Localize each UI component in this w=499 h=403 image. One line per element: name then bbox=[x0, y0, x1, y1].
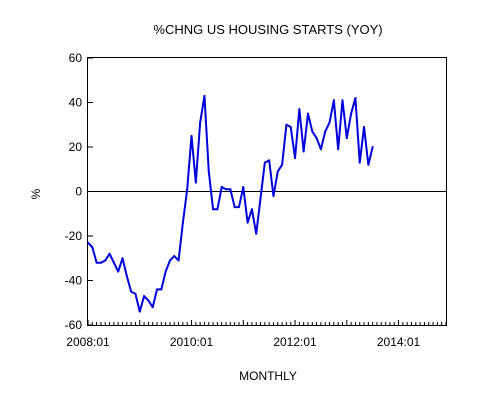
data-point bbox=[285, 123, 288, 126]
data-point bbox=[220, 186, 223, 189]
x-tick-label: 2014:01 bbox=[377, 335, 421, 349]
data-point bbox=[367, 163, 370, 166]
data-point bbox=[354, 97, 357, 100]
data-point bbox=[207, 170, 210, 173]
data-point bbox=[246, 221, 249, 224]
data-point bbox=[272, 194, 275, 197]
data-point bbox=[91, 246, 94, 249]
y-tick-label: -20 bbox=[65, 229, 83, 243]
data-point bbox=[138, 310, 141, 313]
data-point bbox=[151, 306, 154, 309]
data-point bbox=[311, 130, 314, 133]
data-point bbox=[358, 161, 361, 164]
data-point bbox=[147, 299, 150, 302]
data-point bbox=[294, 157, 297, 160]
data-point bbox=[332, 99, 335, 102]
data-point bbox=[181, 221, 184, 224]
y-tick-label: -40 bbox=[65, 274, 83, 288]
data-point bbox=[259, 197, 262, 200]
data-point bbox=[87, 241, 89, 244]
data-point bbox=[203, 94, 206, 97]
plot-frame bbox=[87, 57, 447, 326]
data-point bbox=[160, 288, 163, 291]
data-point bbox=[250, 208, 253, 211]
data-point bbox=[233, 206, 236, 209]
data-point bbox=[112, 261, 115, 264]
data-point bbox=[324, 130, 327, 133]
data-point bbox=[194, 181, 197, 184]
data-point bbox=[319, 148, 322, 151]
data-point bbox=[134, 292, 137, 295]
data-point bbox=[99, 261, 102, 264]
data-point bbox=[341, 99, 344, 102]
data-point bbox=[121, 257, 124, 260]
data-point bbox=[263, 161, 266, 164]
data-point bbox=[212, 208, 215, 211]
data-point bbox=[168, 259, 171, 262]
data-point bbox=[216, 208, 219, 211]
data-point bbox=[104, 259, 107, 262]
data-point bbox=[328, 121, 331, 124]
data-point bbox=[143, 295, 146, 298]
x-axis-label: MONTHLY bbox=[239, 369, 297, 383]
data-point bbox=[350, 112, 353, 115]
data-point bbox=[199, 121, 202, 124]
x-tick-label: 2010:01 bbox=[170, 335, 214, 349]
x-tick-label: 2008:01 bbox=[66, 335, 110, 349]
data-point bbox=[345, 137, 348, 140]
data-point bbox=[371, 146, 374, 148]
data-point bbox=[276, 170, 279, 173]
chart-title: %CHNG US HOUSING STARTS (YOY) bbox=[153, 22, 382, 37]
data-points bbox=[87, 94, 374, 313]
data-point bbox=[117, 270, 120, 273]
y-axis-label: % bbox=[29, 188, 43, 199]
data-point bbox=[298, 108, 301, 111]
y-tick-label: 40 bbox=[69, 96, 83, 110]
x-tick-label: 2012:01 bbox=[273, 335, 317, 349]
data-point bbox=[186, 188, 189, 191]
y-tick-label: 60 bbox=[69, 51, 83, 65]
data-point bbox=[177, 259, 180, 262]
y-tick-label: -60 bbox=[65, 318, 83, 332]
data-point bbox=[306, 112, 309, 115]
data-point bbox=[190, 134, 193, 137]
data-point bbox=[229, 188, 232, 191]
data-point bbox=[125, 275, 128, 278]
data-point bbox=[337, 148, 340, 151]
data-point bbox=[130, 290, 133, 293]
y-tick-label: 0 bbox=[75, 185, 82, 199]
series-line bbox=[87, 94, 374, 313]
data-point bbox=[315, 137, 318, 140]
data-point bbox=[302, 150, 305, 153]
data-point bbox=[108, 252, 111, 255]
data-point bbox=[237, 206, 240, 209]
data-point bbox=[156, 288, 159, 291]
y-axis: -60 -40 -20 0 20 40 60 bbox=[65, 51, 93, 332]
data-point bbox=[363, 125, 366, 128]
data-point bbox=[255, 232, 258, 235]
data-point bbox=[95, 261, 98, 264]
data-point bbox=[289, 125, 292, 128]
x-axis: 2008:01 2010:01 2012:01 2014:01 bbox=[66, 320, 447, 349]
data-point bbox=[173, 255, 176, 258]
data-point bbox=[242, 186, 245, 189]
y-tick-label: 20 bbox=[69, 140, 83, 154]
data-point bbox=[164, 270, 167, 273]
data-point bbox=[281, 163, 284, 166]
data-point bbox=[268, 159, 271, 162]
data-point bbox=[225, 188, 228, 191]
